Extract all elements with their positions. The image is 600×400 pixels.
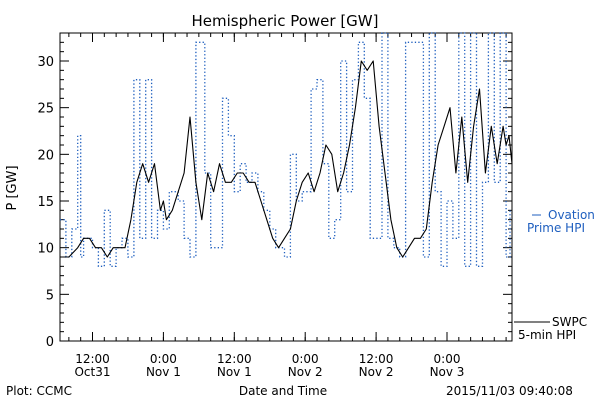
- y-tick-label: 25: [37, 102, 54, 117]
- x-axis-label: Date and Time: [239, 384, 327, 398]
- plot-frame: [59, 32, 513, 342]
- y-tick-label: 5: [46, 288, 54, 303]
- chart-title: Hemispheric Power [GW]: [192, 12, 379, 30]
- y-tick-label: 10: [37, 242, 54, 257]
- x-tick-label-time: 0:00: [434, 352, 461, 366]
- x-tick-label-time: 12:00: [217, 352, 252, 366]
- x-tick-label-time: 0:00: [292, 352, 319, 366]
- x-tick-label-date: Nov 3: [430, 365, 465, 379]
- x-tick-label-time: 0:00: [150, 352, 177, 366]
- x-tick-label-time: 12:00: [75, 352, 110, 366]
- x-tick-label-date: Nov 1: [146, 365, 181, 379]
- x-tick-label-time: 12:00: [359, 352, 394, 366]
- y-tick-label: 30: [37, 55, 54, 70]
- y-tick-label: 15: [37, 195, 54, 210]
- x-tick-label-date: Nov 2: [359, 365, 394, 379]
- x-tick-label-date: Oct31: [74, 365, 110, 379]
- x-tick-label-date: Nov 2: [288, 365, 323, 379]
- legend-ovation-line1: Ovation: [548, 208, 595, 222]
- x-tick-label-date: Nov 1: [217, 365, 252, 379]
- footer-right: 2015/11/03 09:40:08: [446, 384, 573, 398]
- legend-ovation-line2: Prime HPI: [527, 221, 585, 235]
- legend-ovation: Ovation Prime HPI: [527, 208, 595, 235]
- y-tick-label: 0: [46, 335, 54, 350]
- series-swpc-line: [60, 60, 513, 258]
- legend-swpc: SWPC 5-min HPI: [514, 315, 587, 342]
- footer-left: Plot: CCMC: [6, 384, 72, 398]
- legend-swpc-line1: SWPC: [552, 315, 587, 329]
- y-axis-label: P [GW]: [5, 165, 20, 210]
- series-layer: [60, 32, 513, 267]
- series-ovation-prime-line: [60, 32, 512, 267]
- y-tick-label: 20: [37, 148, 54, 163]
- legend-swpc-line2: 5-min HPI: [518, 328, 576, 342]
